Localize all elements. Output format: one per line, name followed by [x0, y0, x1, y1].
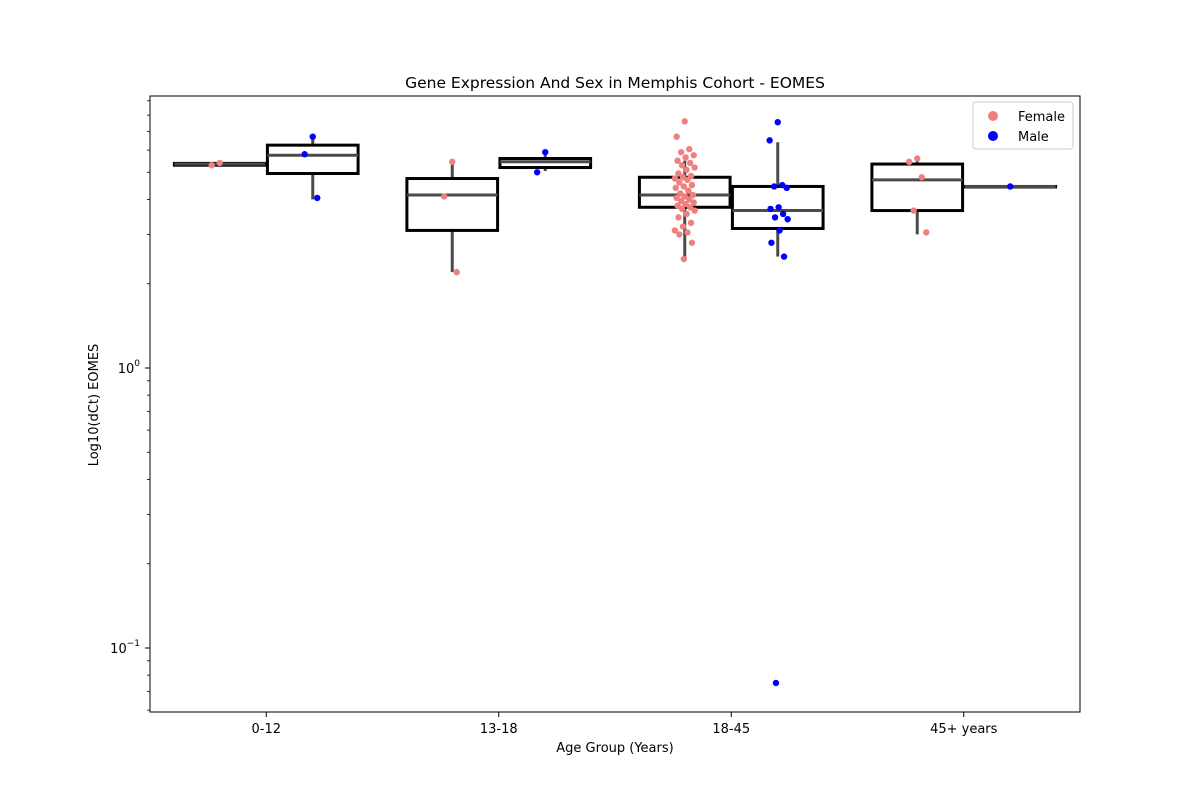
data-point-male — [779, 210, 787, 218]
data-point-female — [690, 199, 697, 206]
data-point-male — [784, 215, 791, 223]
data-point-male — [542, 148, 549, 156]
data-point-female — [910, 207, 917, 214]
data-point-female — [678, 162, 686, 169]
data-point-female — [675, 214, 682, 221]
data-point-female — [905, 158, 913, 166]
data-point-male — [533, 169, 541, 176]
plot-frame — [149, 95, 1081, 713]
data-point-female — [674, 202, 681, 209]
data-point-male — [768, 239, 775, 246]
data-point-male — [1007, 183, 1014, 190]
x-tick-label: 13-18 — [480, 722, 518, 737]
data-point-female — [679, 223, 687, 230]
data-point-female — [678, 205, 686, 213]
data-point-male — [770, 183, 778, 190]
legend: Female Male — [972, 101, 1074, 150]
data-point-female — [684, 176, 691, 184]
legend-label-male: Male — [1018, 130, 1049, 145]
data-point-female — [674, 157, 681, 164]
legend-label-female: Female — [1018, 110, 1065, 125]
data-point-female — [675, 170, 682, 177]
data-point-male — [771, 214, 779, 221]
data-point-female — [691, 207, 698, 214]
data-point-male — [780, 253, 788, 260]
data-point-female — [687, 219, 695, 227]
data-point-female — [208, 162, 215, 169]
data-point-male — [767, 205, 774, 213]
data-point-female — [676, 179, 683, 186]
data-point-female — [918, 174, 925, 181]
data-point-female — [686, 159, 694, 167]
data-point-female — [688, 239, 696, 246]
data-point-female — [689, 191, 697, 199]
legend-marker-female — [988, 111, 998, 121]
data-point-male — [775, 204, 782, 211]
data-point-male — [772, 679, 780, 687]
legend-marker-male — [988, 131, 998, 141]
data-point-male — [314, 194, 321, 202]
data-point-female — [453, 268, 460, 276]
data-point-female — [684, 229, 691, 236]
data-point-male — [774, 118, 781, 126]
data-point-female — [682, 154, 689, 161]
data-point-female — [682, 200, 689, 208]
data-point-female — [686, 204, 694, 211]
box-female-13-18 — [405, 177, 500, 232]
data-point-female — [671, 227, 679, 234]
data-point-female — [685, 187, 692, 194]
y-tick-label: 10−1 — [110, 639, 140, 657]
data-point-male — [309, 133, 316, 140]
y-tick-label: 100 — [118, 359, 141, 377]
data-point-female — [673, 194, 680, 202]
x-axis-label: Age Group (Years) — [556, 741, 673, 756]
data-point-female — [680, 183, 688, 190]
data-point-female — [681, 118, 688, 125]
data-point-female — [914, 155, 921, 162]
data-point-female — [673, 133, 680, 140]
data-point-female — [681, 193, 688, 200]
data-point-female — [686, 196, 693, 203]
legend-box — [972, 101, 1074, 150]
data-point-female — [677, 148, 685, 156]
data-point-female — [690, 152, 697, 159]
y-axis-label: Log10(dCt) EOMES — [87, 344, 102, 467]
data-point-male — [301, 151, 308, 158]
data-point-female — [683, 210, 690, 218]
x-tick-label: 18-45 — [712, 722, 750, 737]
box-male-0-12 — [265, 143, 360, 176]
box-female-45-years — [870, 162, 965, 213]
chart-title: Gene Expression And Sex in Memphis Cohor… — [405, 74, 825, 92]
data-point-female — [440, 193, 448, 200]
data-point-female — [216, 159, 223, 167]
data-point-female — [683, 166, 690, 174]
data-point-male — [783, 184, 790, 192]
x-tick-label: 0-12 — [251, 722, 281, 737]
data-point-female — [691, 164, 698, 171]
data-point-female — [449, 158, 456, 166]
data-point-female — [672, 184, 679, 192]
data-point-female — [677, 197, 685, 205]
data-point-female — [923, 229, 930, 236]
x-tick-label: 45+ years — [930, 722, 998, 737]
axes: 0-12 13-18 18-45 45+ years 10−1 100 — [110, 95, 1081, 737]
data-point-female — [680, 255, 688, 263]
data-point-male — [776, 227, 783, 234]
data-point-female — [688, 181, 696, 189]
data-point-female — [676, 231, 683, 238]
data-point-male — [766, 137, 773, 144]
data-point-female — [671, 175, 679, 182]
plot-area — [172, 118, 1058, 687]
data-point-female — [686, 145, 693, 153]
